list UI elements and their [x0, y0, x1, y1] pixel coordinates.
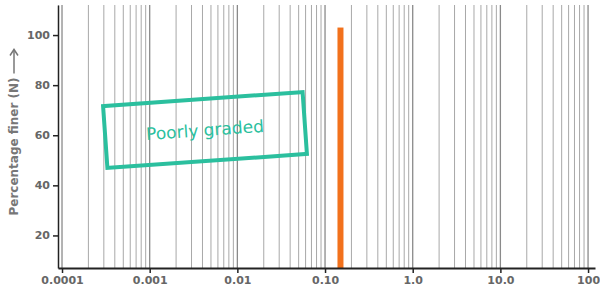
y-tick: 20	[35, 229, 58, 242]
minor-grid-line	[316, 5, 317, 268]
x-tick-label: 10.0	[487, 274, 514, 287]
minor-grid-line	[377, 5, 378, 268]
minor-grid-line	[574, 5, 575, 268]
x-tick: 1.0	[403, 268, 423, 287]
y-label-group: Percentage finer (N)	[7, 49, 21, 215]
x-tick-mark	[149, 268, 151, 273]
x-tick-mark	[237, 268, 239, 273]
y-tick: 60	[35, 129, 58, 142]
y-tick-label: 60	[35, 129, 51, 142]
minor-grid-line	[141, 5, 142, 268]
minor-grid-line	[399, 5, 400, 268]
y-axis: 20 40 60 80 100	[27, 6, 58, 269]
x-tick-label: 0.001	[133, 274, 168, 287]
x-tick: 0.001	[133, 268, 168, 287]
y-tick-mark	[53, 185, 58, 187]
x-tick-mark	[500, 268, 502, 273]
grid-line	[324, 5, 325, 268]
x-tick: 0.10	[312, 268, 339, 287]
minor-grid-line	[298, 5, 299, 268]
bars	[337, 28, 343, 268]
grid-line	[61, 5, 62, 268]
y-tick-mark	[53, 135, 58, 137]
y-tick-label: 80	[35, 79, 51, 92]
minor-grid-line	[408, 5, 409, 268]
minor-grid-line	[439, 5, 440, 268]
minor-grid-line	[366, 5, 367, 268]
minor-grid-line	[584, 5, 585, 268]
minor-grid-line	[491, 5, 492, 268]
minor-grid-line	[351, 5, 352, 268]
minor-grid-line	[454, 5, 455, 268]
minor-grid-line	[321, 5, 322, 268]
chart: 0.0001 0.001 0.01 0.10 1.0 10.0 100 20 40 60 80 100…	[0, 0, 600, 293]
y-tick-label: 20	[35, 229, 51, 242]
x-axis: 0.0001 0.001 0.01 0.10 1.0 10.0 100	[41, 268, 600, 287]
y-tick-mark	[53, 235, 58, 237]
minor-grid-line	[486, 5, 487, 268]
grid-line	[587, 5, 588, 268]
minor-grid-line	[480, 5, 481, 268]
x-tick-mark	[62, 268, 64, 273]
x-tick: 100	[577, 268, 600, 287]
y-label-arrow	[13, 49, 15, 73]
x-tick-mark	[412, 268, 414, 273]
minor-grid-line	[263, 5, 264, 268]
minor-grid-line	[465, 5, 466, 268]
minor-grid-line	[311, 5, 312, 268]
y-tick-label: 100	[27, 29, 50, 42]
y-axis-title: Percentage finer (N)	[7, 77, 21, 215]
x-tick-label: 1.0	[403, 274, 423, 287]
y-axis-line	[58, 6, 60, 269]
minor-grid-line	[386, 5, 387, 268]
y-tick-mark	[53, 85, 58, 87]
minor-grid-line	[130, 5, 131, 268]
x-tick-label: 0.0001	[41, 274, 83, 287]
y-tick: 100	[27, 29, 58, 42]
minor-grid-line	[473, 5, 474, 268]
x-tick-label: 0.10	[312, 274, 339, 287]
minor-grid-line	[579, 5, 580, 268]
y-tick-label: 40	[35, 179, 51, 192]
minor-grid-line	[393, 5, 394, 268]
y-tick: 80	[35, 79, 58, 92]
minor-grid-line	[561, 5, 562, 268]
minor-grid-line	[88, 5, 89, 268]
minor-grid-line	[290, 5, 291, 268]
y-tick-mark	[53, 35, 58, 37]
grid-line	[412, 5, 413, 268]
annotation-text: Poorly graded	[146, 116, 265, 144]
x-axis-line	[59, 268, 596, 270]
x-tick-label: 100	[577, 274, 600, 287]
minor-grid-line	[58, 5, 59, 268]
y-label-arrowhead	[10, 49, 18, 55]
minor-grid-line	[114, 5, 115, 268]
minor-grid-line	[404, 5, 405, 268]
x-tick-mark	[588, 268, 590, 273]
bar	[337, 28, 343, 268]
annotation: Poorly graded	[103, 92, 307, 168]
minor-grid-line	[553, 5, 554, 268]
x-tick: 0.01	[224, 268, 251, 287]
annotation-box	[103, 92, 307, 168]
minor-grid-line	[526, 5, 527, 268]
minor-grid-line	[568, 5, 569, 268]
x-tick-label: 0.01	[224, 274, 251, 287]
x-tick-mark	[325, 268, 327, 273]
minor-grid-line	[496, 5, 497, 268]
grid	[58, 5, 588, 268]
grid-line	[500, 5, 501, 268]
plot: 0.0001 0.001 0.01 0.10 1.0 10.0 100 20 40 60 80 100	[27, 5, 600, 287]
x-tick: 0.0001	[41, 268, 83, 287]
minor-grid-line	[542, 5, 543, 268]
minor-grid-line	[279, 5, 280, 268]
y-tick: 40	[35, 179, 58, 192]
minor-grid-line	[136, 5, 137, 268]
minor-grid-line	[123, 5, 124, 268]
x-tick: 10.0	[487, 268, 514, 287]
